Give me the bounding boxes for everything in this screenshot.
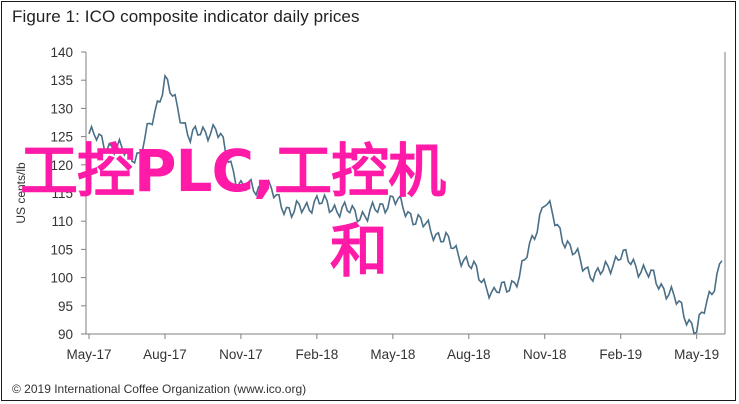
y-tick-label: 135: [50, 73, 73, 88]
y-tick-label: 115: [51, 186, 73, 201]
y-tick-label: 90: [58, 327, 73, 342]
y-axis-label: US cents/lb: [14, 162, 28, 224]
x-tick-label: Feb-18: [295, 347, 338, 362]
x-tick-label: Aug-18: [447, 347, 491, 362]
x-tick-label: Feb-19: [599, 347, 642, 362]
x-tick-label: Nov-18: [523, 347, 567, 362]
y-tick-label: 110: [51, 214, 73, 229]
x-tick-label: Aug-17: [143, 347, 187, 362]
y-tick-label: 125: [50, 130, 73, 145]
watermark-line-2: 和: [330, 217, 389, 285]
x-tick-label: Nov-17: [219, 347, 263, 362]
x-ticks: May-17 Aug-17 Nov-17 Feb-18 May-18 Aug-18 Nov-…: [66, 334, 719, 362]
price-line: [88, 73, 723, 335]
x-tick-label: May-17: [66, 347, 111, 362]
y-tick-label: 120: [50, 158, 73, 173]
y-tick-label: 105: [50, 242, 73, 257]
x-tick-label: May-19: [674, 347, 719, 362]
y-ticks: 90 95 100 105 110 115 120 125 130 135 140: [50, 45, 86, 342]
y-tick-label: 130: [50, 101, 73, 116]
y-tick-label: 140: [50, 45, 73, 60]
chart-title: Figure 1: ICO composite indicator daily …: [12, 7, 360, 26]
y-tick-label: 95: [58, 299, 73, 314]
watermark-line-1: 工控PLC,工控机: [20, 137, 446, 205]
y-tick-label: 100: [50, 271, 73, 286]
copyright-footer: © 2019 International Coffee Organization…: [12, 382, 307, 396]
x-tick-label: May-18: [370, 347, 415, 362]
